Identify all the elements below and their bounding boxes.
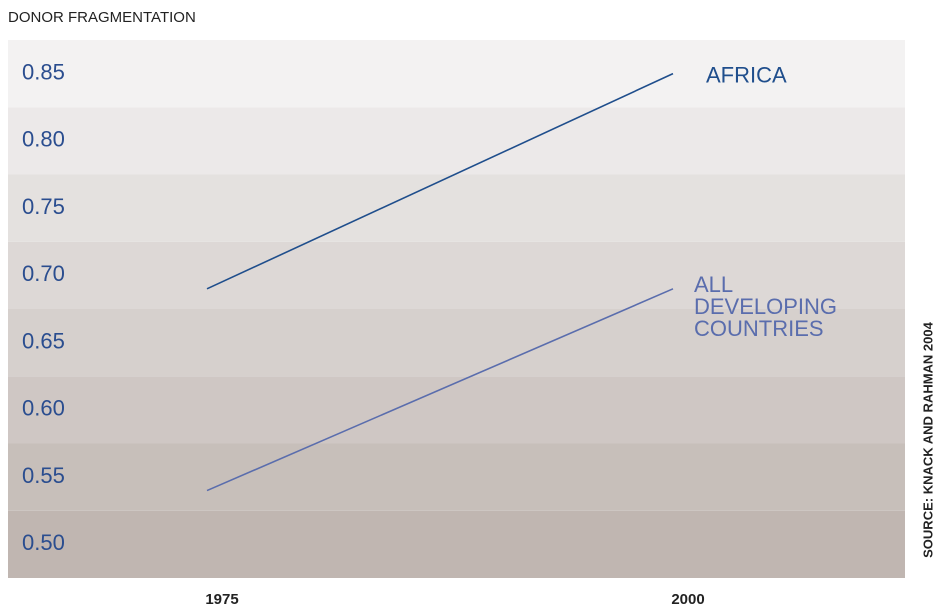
series-label: ALL DEVELOPING COUNTRIES [694,272,837,341]
y-tick-label: 0.80 [22,127,65,152]
x-tick-label: 1975 [205,591,238,607]
band [8,443,905,511]
y-tick-label: 0.65 [22,328,65,353]
y-tick-label: 0.70 [22,261,65,286]
band [8,309,905,377]
band [8,510,905,578]
series-label: AFRICA [706,62,787,87]
source-note: SOURCE: KNACK AND RAHMAN 2004 [920,321,935,557]
band [8,40,905,108]
y-tick-label: 0.75 [22,194,65,219]
chart-title: DONOR FRAGMENTATION [8,9,196,26]
y-tick-label: 0.85 [22,59,65,84]
y-tick-label: 0.55 [22,463,65,488]
x-tick-label: 2000 [671,591,704,607]
band [8,241,905,309]
band [8,107,905,175]
band [8,376,905,444]
background-bands [8,40,905,578]
series-line [206,72,674,290]
y-tick-label: 0.50 [22,530,65,555]
band [8,174,905,242]
series-line [206,288,674,492]
y-tick-label: 0.60 [22,396,65,421]
